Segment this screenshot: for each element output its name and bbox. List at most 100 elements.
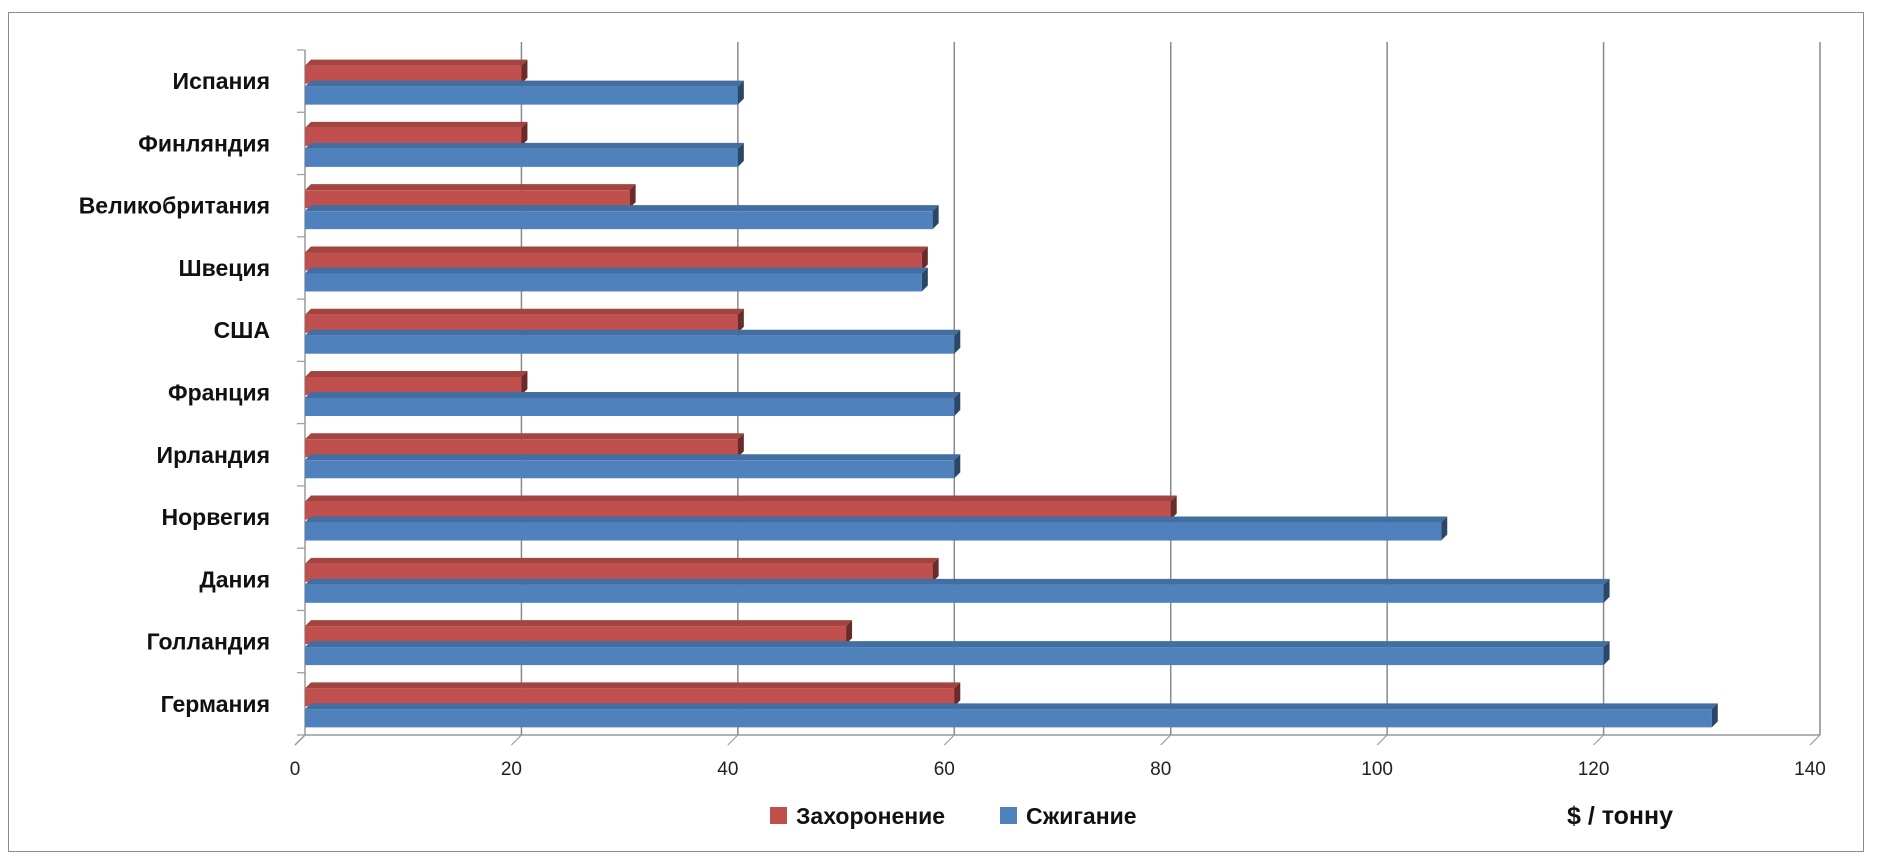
bar — [305, 626, 847, 645]
bar — [305, 398, 955, 416]
bar — [305, 314, 738, 333]
bar-end-face — [521, 59, 528, 84]
bar-end-face — [629, 184, 636, 209]
tick-mark — [1809, 734, 1821, 746]
bar-top-face — [305, 184, 636, 191]
bar-end-face — [521, 371, 528, 395]
category-label: Франция — [168, 380, 270, 406]
bar-end-face — [1441, 516, 1448, 541]
bar — [305, 584, 1604, 603]
bar-end-face — [954, 392, 961, 416]
bar — [305, 563, 933, 582]
x-tick-label: 60 — [934, 759, 955, 780]
category-label: Дания — [199, 566, 270, 592]
bar — [305, 127, 522, 146]
bar-end-face — [737, 433, 744, 458]
axis-unit-label: $ / тонну — [1567, 802, 1673, 830]
legend-entry: Захоронение — [796, 803, 945, 829]
bar-top-face — [305, 308, 744, 315]
bar-top-face — [305, 641, 1610, 648]
bar-top-face — [305, 371, 528, 377]
category-label: Финляндия — [138, 130, 270, 156]
bar-top-face — [305, 246, 928, 253]
bar-end-face — [921, 246, 928, 271]
bar — [305, 377, 522, 395]
bar-end-face — [932, 557, 939, 582]
bar — [305, 460, 955, 479]
bar-top-face — [305, 142, 744, 149]
bar-end-face — [1170, 495, 1177, 520]
bar — [305, 522, 1442, 541]
x-tick-label: 40 — [717, 759, 738, 780]
tick-mark — [1160, 734, 1172, 746]
tick-mark — [943, 734, 955, 746]
bar-end-face — [932, 205, 939, 230]
tick-mark — [1593, 734, 1604, 746]
x-tick-label: 140 — [1794, 759, 1826, 780]
tick-mark — [294, 734, 306, 746]
bar-end-face — [846, 620, 853, 645]
bar-top-face — [305, 433, 744, 440]
bar — [305, 190, 630, 209]
bar-end-face — [954, 454, 961, 479]
category-label: Германия — [161, 691, 270, 717]
category-label: США — [214, 317, 270, 343]
bar-top-face — [305, 329, 961, 336]
x-tick-label: 100 — [1361, 759, 1393, 780]
bar-end-face — [737, 80, 744, 105]
bar — [305, 439, 738, 458]
bar — [305, 647, 1604, 666]
bar-end-face — [1711, 703, 1718, 728]
bar-top-face — [305, 703, 1718, 710]
category-label: Ирландия — [157, 442, 270, 468]
bar-top-face — [305, 454, 961, 461]
bar — [305, 86, 738, 105]
bar-top-face — [305, 121, 528, 128]
bar — [305, 273, 922, 292]
bar — [305, 335, 955, 354]
bar-top-face — [305, 267, 928, 274]
bar — [305, 65, 522, 84]
bar — [305, 252, 922, 271]
category-label: Испания — [173, 68, 270, 94]
bar-top-face — [305, 392, 961, 398]
tick-mark — [1376, 734, 1388, 746]
bar — [305, 688, 955, 707]
bar-top-face — [305, 205, 939, 212]
category-label: Норвегия — [162, 504, 270, 530]
legend: Захоронение Сжигание — [770, 803, 1137, 829]
bar-top-face — [305, 495, 1177, 502]
bar — [305, 211, 933, 230]
tick-mark — [727, 734, 739, 746]
bar-top-face — [305, 620, 853, 627]
bar-end-face — [737, 308, 744, 333]
legend-swatch — [1000, 807, 1017, 824]
legend-entry: Сжигание — [1026, 803, 1137, 829]
bar — [305, 148, 738, 167]
bar — [305, 501, 1171, 520]
x-tick-label: 80 — [1150, 759, 1171, 780]
tick-mark — [511, 734, 522, 746]
bar-end-face — [921, 267, 928, 292]
x-tick-label: 20 — [501, 759, 522, 780]
bar-top-face — [305, 59, 528, 66]
bar-end-face — [954, 682, 961, 707]
category-label: Голландия — [147, 629, 270, 655]
bar-top-face — [305, 682, 961, 689]
x-tick-label: 0 — [290, 759, 301, 780]
bar-end-face — [521, 121, 528, 146]
bar-end-face — [737, 142, 744, 167]
category-label: Швеция — [179, 255, 270, 281]
category-label: Великобритания — [79, 193, 270, 219]
bar — [305, 709, 1712, 728]
bar-top-face — [305, 80, 744, 87]
bar-end-face — [1603, 578, 1610, 603]
bar-top-face — [305, 557, 939, 564]
bar-end-face — [954, 329, 961, 354]
bar-top-face — [305, 516, 1448, 523]
bar-top-face — [305, 578, 1610, 585]
x-tick-label: 120 — [1578, 759, 1610, 780]
bar-end-face — [1603, 641, 1610, 666]
legend-swatch — [770, 807, 787, 824]
